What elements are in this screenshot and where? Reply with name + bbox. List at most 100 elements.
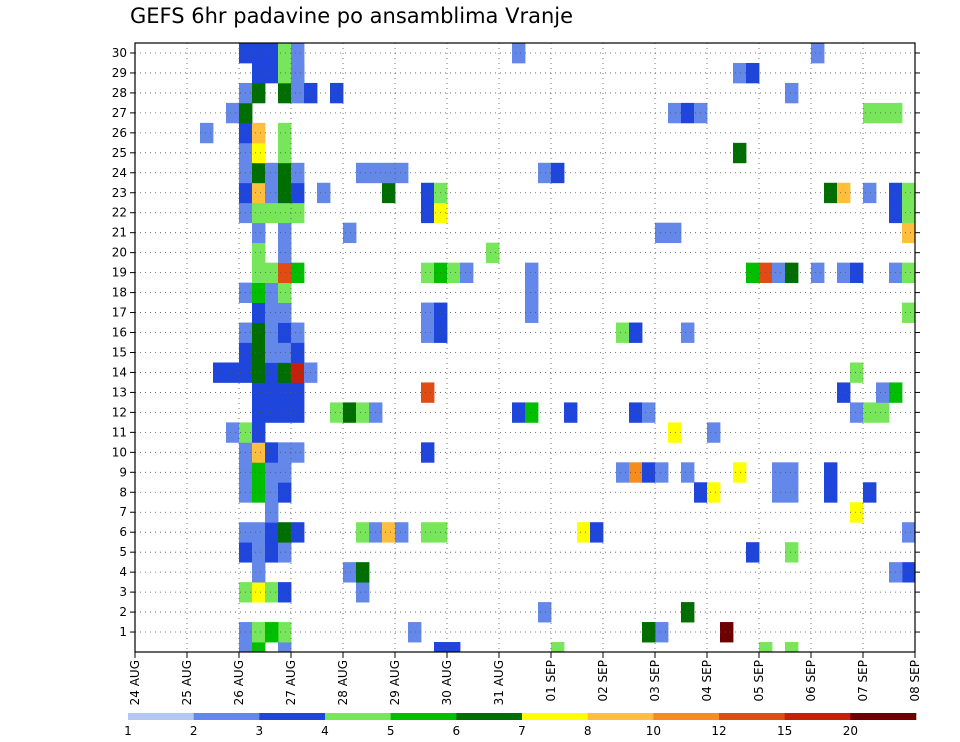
heatmap-cell — [278, 182, 292, 204]
heatmap-cell — [252, 162, 266, 184]
heatmap-cell — [681, 602, 695, 623]
heatmap-cell — [265, 162, 279, 184]
heatmap-cell — [278, 442, 292, 463]
heatmap-cell — [512, 43, 526, 64]
x-tick-label: 01 SEP — [544, 660, 558, 702]
colorbar-label: 8 — [584, 724, 592, 738]
colorbar-swatch — [325, 713, 391, 720]
heatmap-cell — [759, 642, 773, 653]
heatmap-cell — [278, 242, 292, 264]
heatmap-cell — [525, 402, 539, 423]
heatmap-cell — [863, 182, 877, 204]
y-tick-label: 25 — [112, 146, 127, 160]
colorbar-label: 3 — [256, 724, 264, 738]
heatmap-cell — [382, 182, 396, 204]
heatmap-cell — [642, 402, 656, 423]
heatmap-cell — [265, 482, 279, 503]
heatmap-cell — [655, 462, 669, 483]
heatmap-cell — [551, 642, 565, 653]
heatmap-cell — [902, 262, 916, 284]
x-tick-label: 29 AUG — [388, 660, 402, 705]
heatmap-cell — [876, 102, 890, 124]
y-tick-label: 24 — [112, 166, 127, 180]
heatmap-cell — [460, 262, 474, 284]
heatmap-cell — [252, 542, 266, 563]
heatmap-cell — [278, 462, 292, 483]
heatmap-cell — [512, 402, 526, 423]
heatmap-cell — [265, 402, 279, 423]
heatmap-cell — [291, 402, 305, 423]
heatmap-cell — [850, 502, 864, 523]
heatmap-cell — [538, 602, 552, 623]
y-tick-label: 16 — [112, 326, 127, 340]
y-tick-label: 1 — [119, 625, 127, 639]
heatmap-cell — [291, 442, 305, 463]
heatmap-cell — [681, 462, 695, 483]
colorbar-swatch — [259, 713, 326, 720]
y-tick-label: 27 — [112, 106, 127, 120]
heatmap-cell — [317, 182, 331, 204]
colorbar-label: 7 — [518, 724, 526, 738]
heatmap-cell — [252, 582, 266, 603]
heatmap-cell — [278, 622, 292, 643]
x-tick-label: 25 AUG — [180, 660, 194, 705]
heatmap-cell — [343, 562, 357, 583]
y-tick-label: 4 — [119, 565, 127, 579]
heatmap-cell — [538, 162, 552, 184]
heatmap-cell — [252, 422, 266, 443]
heatmap-cell — [252, 382, 266, 403]
heatmap-cell — [850, 362, 864, 383]
heatmap-cell — [291, 362, 305, 383]
heatmap-cell — [811, 262, 825, 284]
heatmap-cell — [356, 582, 370, 603]
heatmap-cell — [382, 162, 396, 184]
colorbar-label: 4 — [321, 724, 329, 738]
heatmap-cell — [421, 442, 435, 463]
colorbar-swatch — [587, 713, 654, 720]
heatmap-cell — [278, 382, 292, 403]
x-tick-label: 05 SEP — [752, 660, 766, 702]
heatmap-cell — [616, 462, 630, 483]
heatmap-cell — [746, 542, 760, 563]
heatmap-cell — [278, 282, 292, 303]
heatmap-cell — [525, 282, 539, 303]
heatmap-cell — [278, 322, 292, 343]
y-tick-label: 30 — [112, 46, 127, 60]
heatmap-cell — [733, 462, 747, 483]
colorbar-label: 10 — [646, 724, 661, 738]
heatmap-cell — [265, 462, 279, 483]
colorbar-label: 15 — [777, 724, 792, 738]
heatmap-cell — [239, 642, 253, 653]
heatmap-cell — [902, 202, 916, 224]
heatmap-cell — [395, 162, 409, 184]
heatmap-cell — [785, 82, 799, 104]
heatmap-cell — [551, 162, 565, 184]
x-tick-label: 27 AUG — [284, 660, 298, 705]
heatmap-cell — [278, 122, 292, 144]
y-tick-label: 12 — [112, 405, 127, 419]
heatmap-cell — [291, 82, 305, 104]
colorbar-swatch — [653, 713, 720, 720]
colorbar-swatch — [522, 713, 588, 720]
colorbar-label: 20 — [843, 724, 858, 738]
heatmap-cell — [837, 182, 851, 204]
heatmap-cell — [291, 202, 305, 224]
colorbar-swatch — [719, 713, 785, 720]
heatmap-cell — [707, 482, 721, 503]
heatmap-cell — [525, 302, 539, 323]
heatmap-cell — [278, 222, 292, 244]
plot-frame — [134, 42, 916, 653]
heatmap-cell — [265, 522, 279, 543]
heatmap-cell — [265, 202, 279, 224]
heatmap-cell — [252, 122, 266, 144]
heatmap-cell — [278, 542, 292, 563]
heatmap-cell — [278, 43, 292, 64]
heatmap-cell — [252, 242, 266, 264]
heatmap-cell — [655, 622, 669, 643]
heatmap-cell — [525, 262, 539, 284]
heatmap-cell — [837, 382, 851, 403]
heatmap-cell — [655, 222, 669, 244]
heatmap-cell — [837, 262, 851, 284]
heatmap-cell — [226, 422, 240, 443]
